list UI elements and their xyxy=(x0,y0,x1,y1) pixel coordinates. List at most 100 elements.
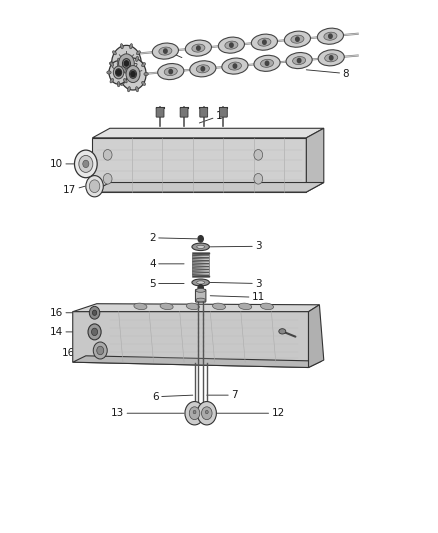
Text: 7: 7 xyxy=(207,390,237,400)
Circle shape xyxy=(230,43,233,47)
Circle shape xyxy=(169,69,173,74)
FancyBboxPatch shape xyxy=(219,108,227,117)
Ellipse shape xyxy=(251,34,278,50)
Ellipse shape xyxy=(284,31,311,47)
Ellipse shape xyxy=(144,72,148,76)
Circle shape xyxy=(205,410,208,414)
Text: 11: 11 xyxy=(210,292,265,302)
Text: 1: 1 xyxy=(199,111,223,123)
Circle shape xyxy=(328,34,332,38)
Ellipse shape xyxy=(117,51,130,59)
Text: 16: 16 xyxy=(62,348,92,358)
Circle shape xyxy=(112,45,141,82)
Polygon shape xyxy=(308,305,324,368)
Ellipse shape xyxy=(325,54,338,62)
Ellipse shape xyxy=(137,72,140,76)
Circle shape xyxy=(193,410,196,414)
Ellipse shape xyxy=(113,72,117,76)
Circle shape xyxy=(197,401,216,425)
Ellipse shape xyxy=(107,71,111,74)
Ellipse shape xyxy=(192,279,209,286)
Ellipse shape xyxy=(239,303,252,310)
Ellipse shape xyxy=(113,51,117,55)
Text: 14: 14 xyxy=(50,327,87,337)
Circle shape xyxy=(89,306,100,319)
Ellipse shape xyxy=(228,62,241,70)
Circle shape xyxy=(185,401,204,425)
Text: 8: 8 xyxy=(306,69,349,78)
FancyBboxPatch shape xyxy=(180,108,188,117)
Ellipse shape xyxy=(324,32,337,40)
Ellipse shape xyxy=(123,71,136,79)
Ellipse shape xyxy=(130,44,132,49)
Ellipse shape xyxy=(117,82,120,87)
Circle shape xyxy=(297,59,301,63)
Circle shape xyxy=(201,407,212,419)
Ellipse shape xyxy=(261,59,274,67)
Polygon shape xyxy=(73,312,308,368)
Circle shape xyxy=(74,150,97,177)
Polygon shape xyxy=(306,128,324,192)
Bar xyxy=(192,252,209,277)
Ellipse shape xyxy=(186,303,199,310)
Circle shape xyxy=(254,150,263,160)
Ellipse shape xyxy=(127,56,131,61)
Ellipse shape xyxy=(293,56,306,64)
Polygon shape xyxy=(92,182,324,192)
Ellipse shape xyxy=(291,35,304,43)
Circle shape xyxy=(201,67,205,71)
Text: 2: 2 xyxy=(149,233,197,243)
Ellipse shape xyxy=(134,303,147,310)
Ellipse shape xyxy=(118,72,122,76)
Ellipse shape xyxy=(225,41,238,49)
Polygon shape xyxy=(73,356,321,368)
Ellipse shape xyxy=(222,58,248,74)
Text: 12: 12 xyxy=(207,408,285,418)
Circle shape xyxy=(113,66,124,79)
Circle shape xyxy=(131,71,135,77)
Ellipse shape xyxy=(318,50,344,66)
Circle shape xyxy=(89,180,100,192)
Text: 17: 17 xyxy=(63,185,85,196)
Circle shape xyxy=(329,55,333,60)
Text: 3: 3 xyxy=(210,241,261,251)
Ellipse shape xyxy=(139,62,144,65)
Text: 13: 13 xyxy=(111,408,184,418)
Circle shape xyxy=(123,59,131,68)
Ellipse shape xyxy=(212,303,226,310)
Ellipse shape xyxy=(192,243,209,251)
Polygon shape xyxy=(92,138,306,192)
Text: 3: 3 xyxy=(210,279,261,288)
Ellipse shape xyxy=(124,62,127,67)
Ellipse shape xyxy=(117,58,120,63)
Circle shape xyxy=(97,346,104,355)
Ellipse shape xyxy=(258,38,271,46)
Ellipse shape xyxy=(318,28,343,44)
Ellipse shape xyxy=(124,78,127,83)
Text: 4: 4 xyxy=(149,259,184,269)
Ellipse shape xyxy=(127,87,131,92)
Circle shape xyxy=(198,236,203,242)
Ellipse shape xyxy=(152,43,178,59)
Text: 16: 16 xyxy=(50,308,88,318)
Ellipse shape xyxy=(196,288,205,292)
Polygon shape xyxy=(92,128,324,138)
Circle shape xyxy=(164,49,167,53)
Ellipse shape xyxy=(196,65,209,73)
Circle shape xyxy=(92,310,97,316)
FancyBboxPatch shape xyxy=(200,108,208,117)
Ellipse shape xyxy=(120,44,123,49)
Ellipse shape xyxy=(120,63,124,67)
Ellipse shape xyxy=(164,68,177,76)
Ellipse shape xyxy=(286,53,312,69)
Ellipse shape xyxy=(141,63,145,67)
Circle shape xyxy=(86,175,103,197)
Ellipse shape xyxy=(279,329,286,334)
Circle shape xyxy=(83,160,89,167)
Ellipse shape xyxy=(197,281,205,284)
Ellipse shape xyxy=(136,87,138,92)
Circle shape xyxy=(120,58,146,90)
Ellipse shape xyxy=(196,298,205,302)
Ellipse shape xyxy=(126,71,131,74)
Circle shape xyxy=(189,407,200,419)
